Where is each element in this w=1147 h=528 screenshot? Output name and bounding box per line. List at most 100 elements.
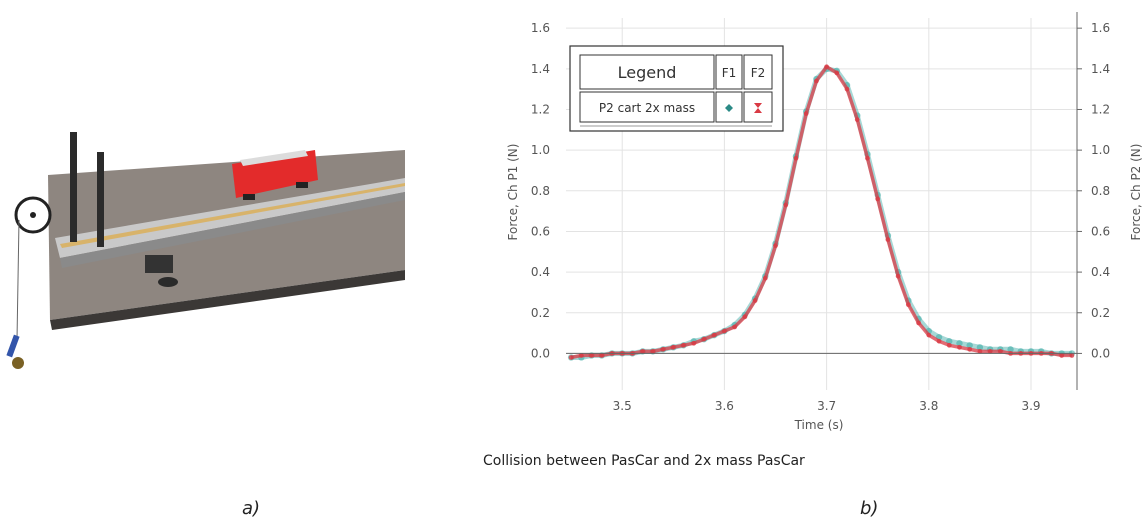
y-tick-left-4: 0.8 [531, 184, 550, 198]
hanging-hook [6, 334, 20, 358]
y-tick-right-3: 0.6 [1091, 224, 1110, 238]
point-F2-48 [1059, 353, 1065, 358]
y-tick-right-6: 1.2 [1091, 102, 1110, 116]
y-tick-right-4: 0.8 [1091, 184, 1110, 198]
track-rail-side [60, 192, 405, 268]
point-F2-15 [722, 328, 727, 334]
point-F2-35 [926, 332, 932, 338]
legend-cell-marker2 [743, 91, 773, 123]
cart-top [240, 150, 308, 166]
point-F2-0 [568, 355, 574, 360]
point-F2-24 [813, 78, 819, 84]
point-F2-28 [854, 117, 860, 123]
panel-label-a: a) [242, 498, 261, 519]
table-edge [50, 270, 405, 330]
legend: Legend F1 F2 P2 cart 2x mass [569, 45, 784, 132]
y-tick-left-3: 0.6 [531, 224, 550, 238]
point-F2-12 [691, 340, 697, 346]
legend-marker-f1 [725, 104, 733, 112]
legend-cell-f1 [715, 54, 743, 90]
x-tick-3: 3.8 [919, 399, 938, 413]
track-foot-knob [158, 277, 178, 287]
point-F2-19 [762, 275, 768, 281]
pulley-wheel [14, 196, 52, 234]
y-tick-left-2: 0.4 [531, 265, 550, 279]
point-F1-39 [966, 342, 973, 349]
point-F2-29 [865, 155, 870, 161]
y-ticks-left: 0.0 0.2 0.4 0.6 0.8 1.0 1.2 1.4 1.6 [531, 21, 550, 360]
point-F1-40 [976, 344, 984, 351]
y-tick-right-1: 0.2 [1091, 306, 1110, 320]
end-post-2 [97, 152, 104, 247]
point-F2-32 [895, 273, 901, 279]
point-F2-33 [905, 302, 911, 308]
point-F2-21 [783, 202, 789, 208]
track-rail-stripe [60, 183, 405, 248]
point-F2-18 [752, 298, 758, 303]
y-tick-right-5: 1.0 [1091, 143, 1110, 157]
track-rail [55, 178, 405, 258]
point-F2-2 [589, 353, 594, 358]
point-F2-3 [599, 353, 605, 358]
point-F2-25 [824, 64, 830, 70]
x-tick-0: 3.5 [613, 399, 632, 413]
point-F1-38 [956, 340, 963, 347]
y-tick-left-0: 0.0 [531, 346, 550, 360]
legend-cell-marker1 [715, 91, 743, 123]
point-F2-20 [773, 243, 778, 249]
legend-cell-f2 [743, 54, 773, 90]
legend-cell-title [579, 54, 715, 90]
point-F2-39 [967, 346, 973, 352]
point-F2-42 [997, 348, 1003, 354]
hanging-mass [12, 357, 24, 369]
x-tick-2: 3.7 [817, 399, 836, 413]
chart-caption: Collision between PasCar and 2x mass Pas… [483, 453, 805, 469]
cart-wheel-1 [243, 194, 255, 200]
point-F2-9 [660, 346, 666, 352]
legend-row-label: P2 cart 2x mass [599, 101, 695, 115]
y-tick-left-5: 1.0 [531, 143, 550, 157]
point-F2-36 [936, 338, 942, 344]
y-axis-title-left: Force, Ch P1 (N) [506, 144, 520, 241]
x-tick-1: 3.6 [715, 399, 734, 413]
point-F2-49 [1069, 353, 1075, 358]
point-F2-8 [650, 348, 656, 354]
y-tick-left-1: 0.2 [531, 306, 550, 320]
point-F2-22 [793, 155, 799, 161]
legend-col-f1: F1 [722, 66, 737, 80]
y-tick-left-8: 1.6 [531, 21, 550, 35]
point-F2-7 [640, 348, 646, 354]
point-F2-41 [987, 348, 993, 354]
legend-cell-row [579, 91, 715, 123]
legend-marker-f2 [754, 103, 762, 113]
x-tick-4: 3.9 [1021, 399, 1040, 413]
y-axis-title-right: Force, Ch P2 (N) [1129, 144, 1143, 241]
point-F2-27 [844, 86, 850, 92]
legend-col-f2: F2 [751, 66, 766, 80]
series-F2 [568, 64, 1075, 360]
track-foot [145, 255, 173, 273]
point-F2-23 [803, 111, 809, 116]
x-ticks: 3.5 3.6 3.7 3.8 3.9 [613, 399, 1041, 413]
series-points [567, 64, 1076, 361]
point-F2-31 [885, 237, 891, 242]
point-F2-40 [977, 348, 983, 354]
panel-label-b: b) [860, 498, 879, 519]
y-tick-right-7: 1.4 [1091, 62, 1110, 76]
point-F2-38 [957, 344, 962, 350]
point-F2-10 [670, 344, 676, 350]
pulley-hub [30, 212, 36, 218]
legend-title: Legend [618, 63, 677, 82]
y-ticks-right: 0.0 0.2 0.4 0.6 0.8 1.0 1.2 1.4 1.6 [1077, 21, 1110, 360]
point-F2-34 [916, 320, 921, 326]
y-tick-left-7: 1.4 [531, 62, 550, 76]
point-F2-16 [732, 324, 738, 330]
end-post-1 [70, 132, 77, 242]
point-F2-14 [711, 332, 717, 338]
point-F2-13 [701, 336, 707, 342]
point-F2-1 [578, 353, 584, 358]
force-time-chart: 0.0 0.2 0.4 0.6 0.8 1.0 1.2 1.4 1.6 0.0 0.2 0.4 0.6… [506, 12, 1143, 432]
point-F2-37 [946, 342, 952, 348]
point-F2-30 [875, 196, 881, 202]
y-tick-right-0: 0.0 [1091, 346, 1110, 360]
